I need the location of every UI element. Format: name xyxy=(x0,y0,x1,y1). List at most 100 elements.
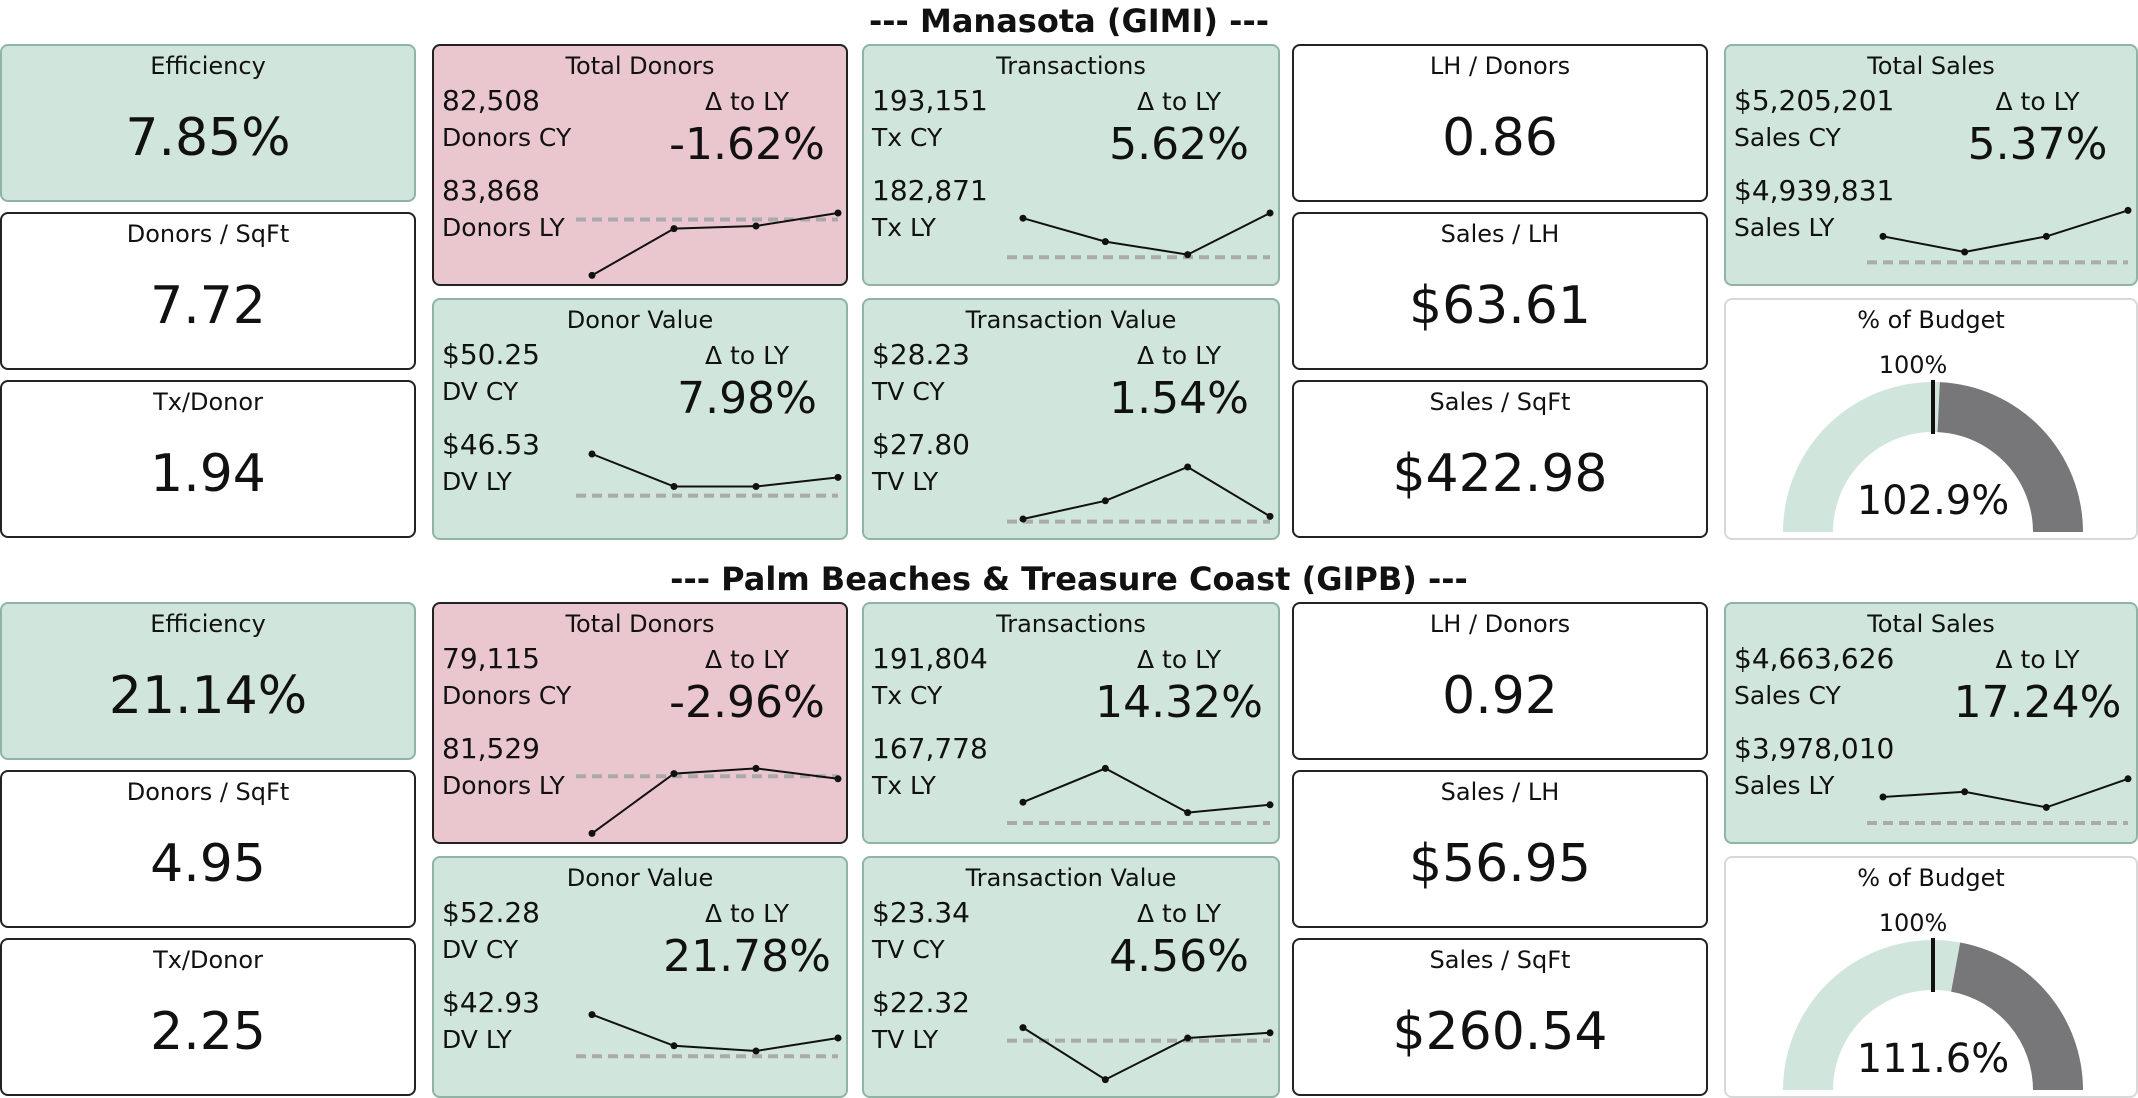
donor-value-card[interactable]: Donor Value $50.25 DV CY $46.53 DV LY Δ to LY… xyxy=(432,298,848,540)
total-sales-card[interactable]: Total Sales $4,663,626 Sales CY $3,978,010 S… xyxy=(1724,602,2138,844)
trend-line xyxy=(591,212,839,277)
kpi-value: $63.61 xyxy=(1409,276,1591,336)
trend-point xyxy=(1961,248,1969,256)
cy-label: Tx CY xyxy=(872,123,943,152)
trend-line xyxy=(1022,465,1271,520)
budget-gauge-card[interactable]: % of Budget 100% 111.6% xyxy=(1724,856,2138,1098)
cy-label: TV CY xyxy=(872,377,945,406)
ly-value: 83,868 xyxy=(442,174,540,207)
ly-value: 182,871 xyxy=(872,174,988,207)
trend-point xyxy=(752,483,760,490)
trend-point xyxy=(1101,764,1109,772)
trend-point xyxy=(1184,463,1192,471)
card-title: Donors / SqFt xyxy=(126,778,290,806)
cy-value: $50.25 xyxy=(442,338,540,371)
trend-line xyxy=(591,1013,839,1053)
trend-point xyxy=(1879,232,1887,240)
tx-per-donor-card[interactable]: Tx/Donor 1.94 xyxy=(0,380,416,538)
cy-value: 191,804 xyxy=(872,642,988,675)
tx-per-donor-card[interactable]: Tx/Donor 2.25 xyxy=(0,938,416,1096)
trend-point xyxy=(834,473,842,481)
card-title: Donors / SqFt xyxy=(126,220,290,248)
card-title: Transactions xyxy=(996,52,1146,80)
kpi-value: 21.14% xyxy=(108,666,308,726)
trend-point xyxy=(588,829,596,837)
trend-point xyxy=(670,225,678,233)
transactions-card[interactable]: Transactions 191,804 Tx CY 167,778 Tx LY Δ to… xyxy=(862,602,1280,844)
gauge-remaining-arc xyxy=(1937,382,2083,532)
trend-point xyxy=(834,209,842,217)
sales-per-sqft-card[interactable]: Sales / SqFt $260.54 xyxy=(1292,938,1708,1096)
card-title: Tx/Donor xyxy=(153,388,263,416)
card-title: Transactions xyxy=(996,610,1146,638)
trend-line xyxy=(1022,212,1271,256)
cy-value: $28.23 xyxy=(872,338,970,371)
ly-value: $27.80 xyxy=(872,428,970,461)
transaction-value-card[interactable]: Transaction Value $28.23 TV CY $27.80 TV LY Δ… xyxy=(862,298,1280,540)
card-title: Total Sales xyxy=(1867,52,1995,80)
cy-label: Donors CY xyxy=(442,123,572,152)
donor-value-card[interactable]: Donor Value $52.28 DV CY $42.93 DV LY Δ to LY… xyxy=(432,856,848,1098)
trend-sparkline xyxy=(1867,206,2132,265)
donors-per-sqft-card[interactable]: Donors / SqFt 4.95 xyxy=(0,770,416,928)
sales-per-lh-card[interactable]: Sales / LH $56.95 xyxy=(1292,770,1708,928)
ly-value: 167,778 xyxy=(872,732,988,765)
delta-label: Δ to LY xyxy=(705,341,789,370)
card-title: Efficiency xyxy=(150,610,266,638)
cy-label: Sales CY xyxy=(1734,681,1841,710)
region-title: --- Manasota (GIMI) --- xyxy=(868,2,1269,40)
trend-point xyxy=(1019,515,1027,523)
budget-gauge-card[interactable]: % of Budget 100% 102.9% xyxy=(1724,298,2138,540)
delta-label: Δ to LY xyxy=(1995,87,2080,116)
trend-line xyxy=(591,767,839,835)
cy-value: 193,151 xyxy=(872,84,988,117)
ly-label: Sales LY xyxy=(1734,771,1835,800)
trend-point xyxy=(588,450,596,458)
efficiency-card[interactable]: Efficiency 7.85% xyxy=(0,44,416,202)
card-title: Tx/Donor xyxy=(153,946,263,974)
delta-value: 5.62% xyxy=(1109,119,1249,170)
card-title: LH / Donors xyxy=(1429,52,1571,80)
trend-sparkline xyxy=(576,450,842,498)
gauge-target-label: 100% xyxy=(1878,351,1948,379)
total-sales-card[interactable]: Total Sales $5,205,201 Sales CY $4,939,831 S… xyxy=(1724,44,2138,286)
donors-per-sqft-card[interactable]: Donors / SqFt 7.72 xyxy=(0,212,416,370)
card-title: Total Donors xyxy=(565,610,715,638)
transaction-value-card[interactable]: Transaction Value $23.34 TV CY $22.32 TV LY Δ… xyxy=(862,856,1280,1098)
delta-value: 5.37% xyxy=(1967,119,2108,170)
budget-gauge xyxy=(1783,380,2083,532)
delta-value: 4.56% xyxy=(1109,931,1249,982)
delta-label: Δ to LY xyxy=(705,899,789,928)
trend-point xyxy=(1101,1076,1109,1084)
card-title: % of Budget xyxy=(1857,864,2005,892)
efficiency-card[interactable]: Efficiency 21.14% xyxy=(0,602,416,760)
ly-label: TV LY xyxy=(872,467,939,496)
ly-label: TV LY xyxy=(872,1025,939,1054)
card-title: Donor Value xyxy=(566,864,714,892)
trend-sparkline xyxy=(576,764,842,837)
kpi-value: 0.86 xyxy=(1442,108,1558,168)
lh-per-donors-card[interactable]: LH / Donors 0.86 xyxy=(1292,44,1708,202)
sales-per-lh-card[interactable]: Sales / LH $63.61 xyxy=(1292,212,1708,370)
ly-value: $22.32 xyxy=(872,986,970,1019)
kpi-value: 7.85% xyxy=(125,108,291,168)
trend-point xyxy=(670,1042,678,1050)
ly-label: DV LY xyxy=(442,1025,512,1054)
trend-sparkline xyxy=(576,209,842,279)
trend-point xyxy=(1019,1024,1027,1032)
ly-value: $46.53 xyxy=(442,428,540,461)
transactions-card[interactable]: Transactions 193,151 Tx CY 182,871 Tx LY Δ to… xyxy=(862,44,1280,286)
trend-point xyxy=(670,483,678,490)
trend-point xyxy=(588,271,596,279)
trend-sparkline xyxy=(1007,209,1274,260)
kpi-value: 1.94 xyxy=(150,444,266,504)
delta-value: 1.54% xyxy=(1109,373,1249,424)
trend-line xyxy=(1022,1026,1271,1081)
delta-value: 7.98% xyxy=(677,373,817,424)
total-donors-card[interactable]: Total Donors 79,115 Donors CY 81,529 Donors … xyxy=(432,602,848,844)
trend-point xyxy=(1101,238,1109,246)
card-title: Total Donors xyxy=(565,52,715,80)
lh-per-donors-card[interactable]: LH / Donors 0.92 xyxy=(1292,602,1708,760)
sales-per-sqft-card[interactable]: Sales / SqFt $422.98 xyxy=(1292,380,1708,538)
total-donors-card[interactable]: Total Donors 82,508 Donors CY 83,868 Donors … xyxy=(432,44,848,286)
